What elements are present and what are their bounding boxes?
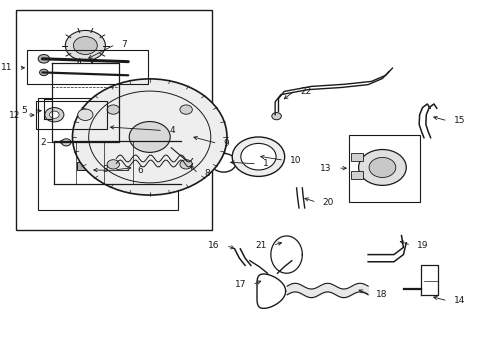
- Circle shape: [107, 160, 119, 169]
- Text: 20: 20: [322, 198, 333, 207]
- Circle shape: [78, 109, 93, 121]
- Bar: [36, 101, 106, 129]
- Circle shape: [240, 143, 276, 170]
- Circle shape: [65, 31, 105, 60]
- Text: 22: 22: [300, 86, 311, 95]
- Text: 16: 16: [208, 241, 220, 250]
- Text: 1: 1: [263, 159, 268, 168]
- Text: 6: 6: [138, 166, 143, 175]
- Circle shape: [72, 79, 226, 195]
- Circle shape: [184, 159, 193, 166]
- Circle shape: [271, 113, 281, 120]
- Circle shape: [232, 137, 284, 176]
- Text: 11: 11: [1, 63, 12, 72]
- Circle shape: [45, 108, 64, 122]
- Bar: [348, 135, 419, 202]
- Text: 10: 10: [290, 156, 301, 165]
- Bar: [93, 162, 106, 170]
- Text: 17: 17: [234, 280, 245, 289]
- Text: 15: 15: [453, 116, 465, 125]
- Text: 9: 9: [223, 139, 229, 148]
- Bar: [38, 98, 178, 211]
- Bar: [350, 171, 362, 179]
- Circle shape: [107, 105, 119, 114]
- Circle shape: [368, 157, 395, 177]
- Text: 3: 3: [102, 166, 107, 175]
- Bar: [350, 153, 362, 161]
- Bar: [77, 162, 90, 170]
- Text: 2: 2: [40, 138, 46, 147]
- Text: 13: 13: [320, 164, 331, 173]
- Circle shape: [61, 139, 71, 146]
- Text: 8: 8: [204, 169, 210, 178]
- Text: 12: 12: [9, 111, 20, 120]
- Text: 5: 5: [21, 106, 27, 115]
- Circle shape: [73, 37, 97, 54]
- Circle shape: [40, 69, 48, 76]
- Text: 19: 19: [416, 241, 428, 250]
- Bar: [16, 10, 211, 230]
- Circle shape: [103, 136, 115, 145]
- Bar: [27, 50, 148, 84]
- Circle shape: [38, 54, 49, 63]
- Circle shape: [49, 111, 59, 118]
- Text: 21: 21: [255, 241, 266, 250]
- Circle shape: [180, 105, 192, 114]
- Text: 4: 4: [169, 126, 175, 135]
- Circle shape: [358, 149, 406, 185]
- Circle shape: [129, 122, 170, 152]
- Text: 7: 7: [122, 40, 127, 49]
- Text: 18: 18: [375, 290, 387, 299]
- Text: 14: 14: [453, 296, 465, 305]
- Circle shape: [180, 160, 192, 169]
